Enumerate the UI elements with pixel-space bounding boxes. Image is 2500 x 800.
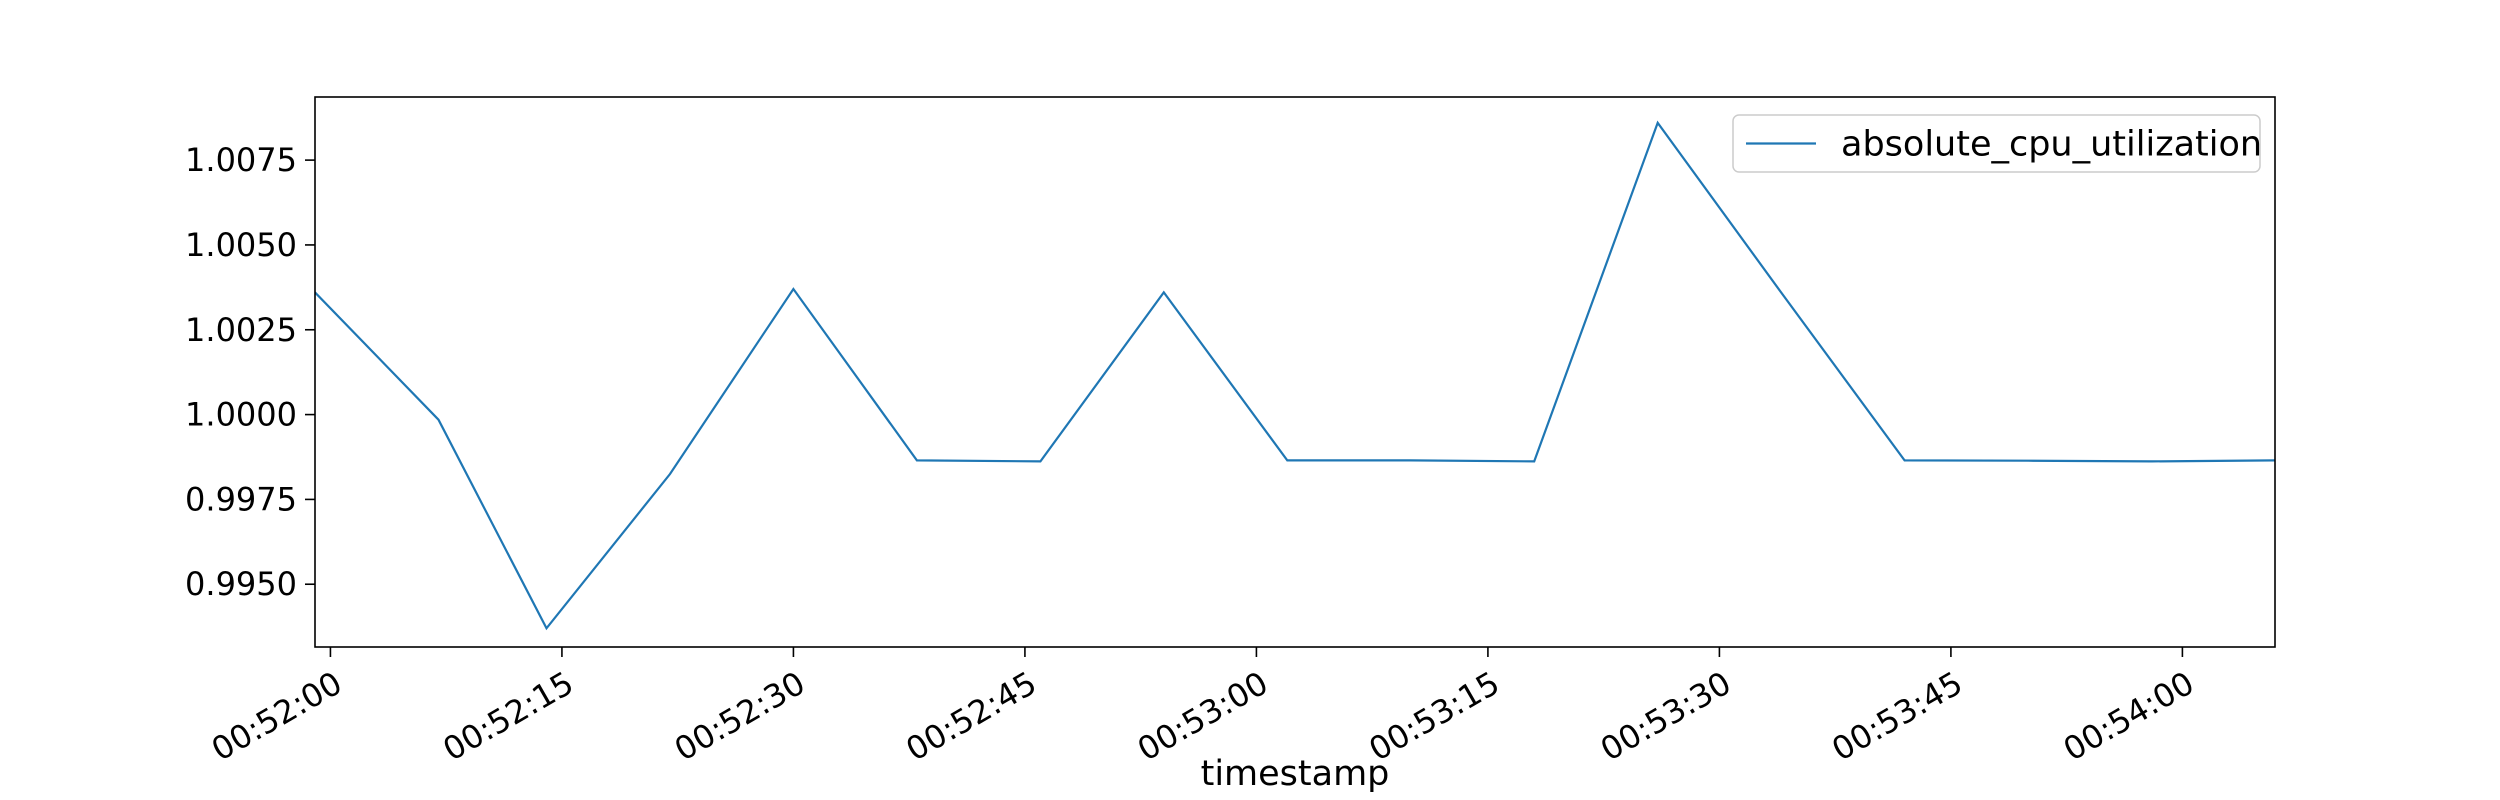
plot-frame xyxy=(314,96,2276,648)
x-tick-label: 00:52:15 xyxy=(436,664,579,769)
y-tick-label: 1.0025 xyxy=(185,311,297,349)
x-axis-ticks: 00:52:00 00:52:15 00:52:30 00:52:45 00:53:00… xyxy=(205,647,2200,769)
legend-label: absolute_cpu_utilization xyxy=(1841,125,2262,165)
x-tick-label: 00:53:45 xyxy=(1825,664,1968,769)
x-tick-label: 00:52:30 xyxy=(668,664,811,769)
series-line-absolute_cpu_utilization xyxy=(315,120,2275,631)
y-tick-label: 1.0050 xyxy=(185,226,297,264)
legend: absolute_cpu_utilization xyxy=(1732,114,2262,173)
x-tick-label: 00:53:15 xyxy=(1362,664,1505,769)
plot-area xyxy=(315,120,2275,631)
y-axis-ticks: 0.9950 0.9975 1.0000 1.0025 1.0050 1.0075 xyxy=(185,141,315,603)
y-tick-label: 1.0075 xyxy=(185,141,297,179)
x-axis-label: timestamp xyxy=(1201,754,1390,794)
y-tick-label: 0.9975 xyxy=(185,480,297,518)
x-tick-label: 00:53:30 xyxy=(1594,664,1737,769)
y-tick-label: 0.9950 xyxy=(185,565,297,603)
legend-box xyxy=(1732,114,2261,173)
x-tick-label: 00:54:00 xyxy=(2057,664,2200,769)
y-tick-label: 1.0000 xyxy=(185,396,297,434)
x-tick-label: 00:52:00 xyxy=(205,664,348,769)
x-tick-label: 00:52:45 xyxy=(899,664,1042,769)
x-tick-label: 00:53:00 xyxy=(1131,664,1274,769)
